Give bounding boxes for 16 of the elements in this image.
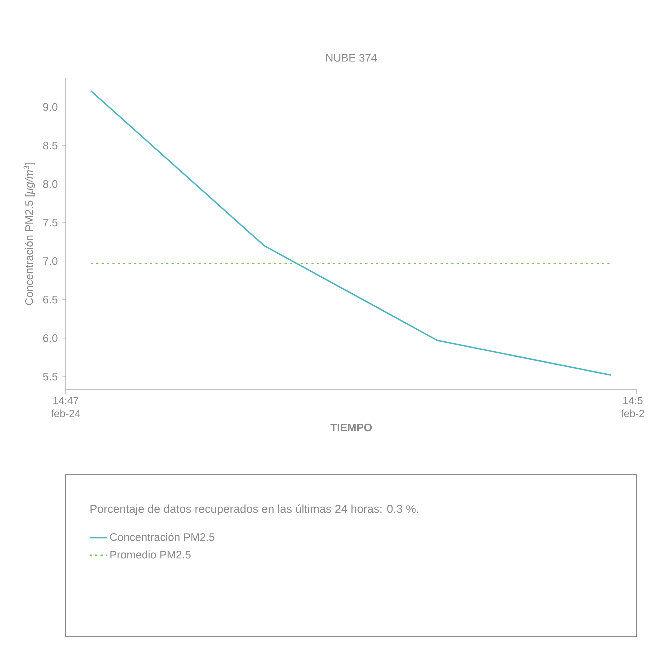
legend-label: Concentración PM2.5	[110, 533, 215, 542]
line-series	[90, 90, 612, 376]
text: 14:47 feb-24	[51, 397, 81, 418]
text: 14:5 feb-2	[621, 397, 644, 418]
y-tick-label: 6.0	[43, 334, 58, 342]
x-axis-title: TIEMPO	[330, 424, 372, 432]
y-tick-label: 7.5	[43, 219, 58, 227]
y-tick-label: 9.0	[43, 103, 58, 112]
chart-title: NUBE 374	[326, 54, 378, 62]
y-tick-label: 8.0	[43, 180, 58, 188]
y-tick-label: 7.0	[43, 257, 58, 266]
legend-label: Promedio PM2.5	[110, 550, 191, 559]
y-tick-label: 6.5	[43, 296, 58, 304]
y-tick-label: 5.5	[43, 373, 58, 381]
y-tick-label: 8.5	[43, 142, 58, 150]
text: Porcentaje de datos recuperados en las últimas 24 horas: 0.3 %.	[90, 504, 418, 516]
